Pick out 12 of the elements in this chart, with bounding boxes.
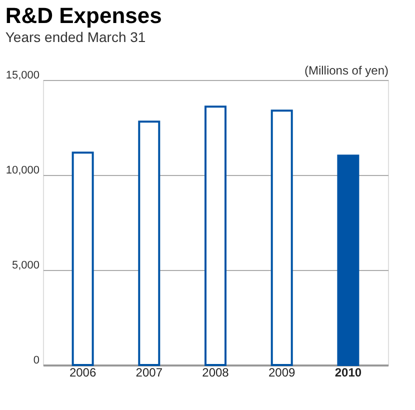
y-tick-label: 0 — [33, 354, 40, 366]
y-axis-title: (Millions of yen) — [304, 64, 388, 78]
chart-subtitle: Years ended March 31 — [5, 29, 146, 45]
y-tick-label: 15,000 — [6, 70, 40, 82]
y-tick-label: 10,000 — [6, 164, 40, 176]
y-tick-label: 5,000 — [12, 260, 40, 272]
chart-title: R&D Expenses — [5, 3, 162, 28]
x-tick-label: 2007 — [136, 366, 163, 380]
x-tick-label: 2008 — [202, 366, 230, 380]
x-tick-label: 2009 — [268, 366, 296, 380]
x-tick-label: 2010 — [334, 366, 362, 380]
x-tick-label: 2006 — [69, 366, 96, 380]
